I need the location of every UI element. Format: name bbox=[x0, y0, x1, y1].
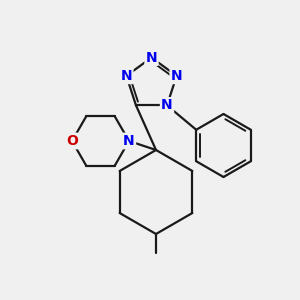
Text: N: N bbox=[121, 69, 132, 83]
Text: N: N bbox=[161, 98, 173, 112]
Text: N: N bbox=[123, 134, 135, 148]
Text: O: O bbox=[66, 134, 78, 148]
Text: N: N bbox=[171, 69, 182, 83]
Text: N: N bbox=[146, 51, 157, 64]
